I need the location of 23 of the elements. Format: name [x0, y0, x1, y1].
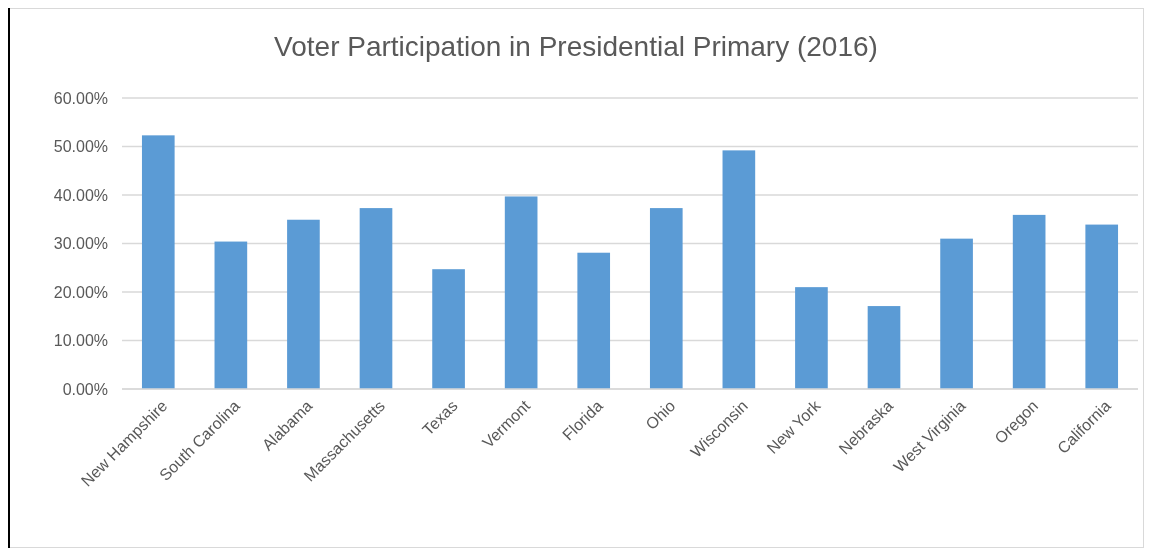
y-tick-label: 0.00%	[62, 380, 108, 398]
bar	[1012, 214, 1046, 389]
bar	[1085, 224, 1119, 389]
y-tick-label: 50.00%	[53, 138, 108, 156]
bar	[649, 208, 683, 389]
y-tick-label: 20.00%	[53, 283, 108, 301]
bar	[795, 287, 828, 389]
x-tick-label: Ohio	[642, 396, 679, 433]
y-tick-label: 10.00%	[53, 332, 108, 350]
bar	[867, 306, 901, 389]
bar	[287, 219, 320, 389]
bar	[722, 150, 756, 389]
bar	[359, 208, 393, 389]
bar	[214, 241, 248, 389]
bar	[141, 135, 175, 389]
y-tick-label: 40.00%	[53, 186, 108, 204]
bar	[577, 252, 611, 389]
bar	[940, 238, 973, 389]
bar	[432, 269, 465, 389]
y-tick-label: 60.00%	[53, 89, 108, 107]
bar	[504, 196, 538, 389]
y-tick-label: 30.00%	[53, 235, 108, 253]
chart-title: Voter Participation in Presidential Primary (2016)	[274, 31, 878, 62]
